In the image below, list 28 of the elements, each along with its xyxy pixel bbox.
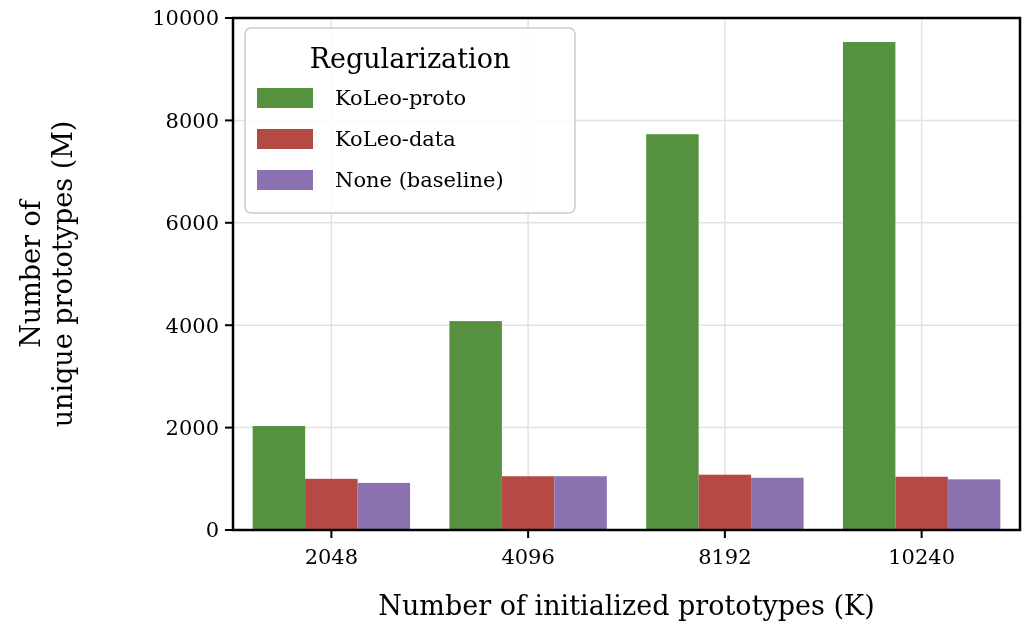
bar (947, 479, 1001, 530)
bar (449, 321, 502, 530)
bar (646, 134, 699, 530)
y-tick-label: 2000 (165, 415, 219, 440)
bar (501, 476, 555, 530)
y-axis-title: Number of unique prototypes (M) (15, 120, 79, 428)
bar (357, 482, 411, 530)
legend-label: KoLeo-proto (335, 86, 467, 111)
legend-label: KoLeo-data (335, 127, 456, 152)
bar (305, 478, 358, 530)
x-tick-label: 2048 (304, 545, 359, 569)
x-tick-label: 4096 (501, 545, 555, 569)
y-tick-label: 4000 (165, 313, 219, 338)
legend-label: None (baseline) (335, 168, 504, 193)
y-tick-label: 10000 (152, 6, 219, 31)
bar (842, 42, 896, 530)
bar (895, 476, 948, 530)
x-axis-title: Number of initialized prototypes (K) (378, 590, 875, 621)
y-tick-label: 8000 (165, 108, 219, 133)
bar (252, 426, 306, 530)
bar (554, 476, 607, 530)
y-tick-label: 0 (205, 518, 219, 543)
legend-title: Regularization (309, 43, 511, 74)
y-tick-label: 6000 (165, 211, 219, 236)
bar (751, 477, 804, 530)
x-tick-label: 8192 (698, 545, 752, 569)
bar (698, 474, 752, 530)
x-tick-label: 10240 (888, 545, 956, 569)
